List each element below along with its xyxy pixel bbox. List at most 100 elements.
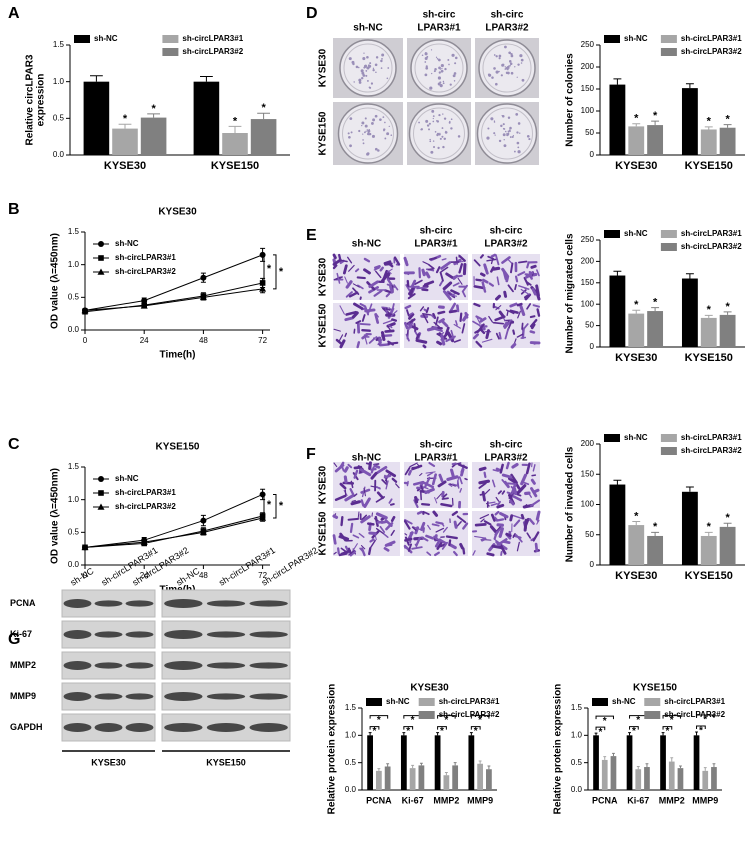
y-tick-label: 250 bbox=[581, 40, 595, 49]
colony bbox=[500, 74, 503, 77]
colony bbox=[487, 73, 491, 76]
colony bbox=[494, 134, 496, 136]
cell bbox=[383, 260, 392, 265]
significance-label: * bbox=[151, 103, 156, 115]
cell bbox=[374, 313, 380, 324]
cell bbox=[439, 280, 444, 287]
cell bbox=[432, 510, 439, 517]
cell bbox=[339, 482, 347, 490]
error-bar bbox=[444, 772, 448, 776]
significance-label: * bbox=[233, 115, 238, 127]
cell bbox=[437, 480, 447, 488]
bar bbox=[702, 770, 709, 790]
cell bbox=[381, 306, 388, 309]
colony bbox=[369, 62, 372, 65]
significance-label: * bbox=[440, 726, 444, 737]
y-tick-label: 1.0 bbox=[68, 495, 80, 504]
series-line bbox=[84, 515, 263, 548]
colony bbox=[358, 81, 362, 84]
bar bbox=[681, 491, 698, 565]
error-bar bbox=[478, 760, 482, 764]
bar bbox=[719, 127, 736, 155]
cell bbox=[359, 468, 372, 477]
column-label: sh-NC bbox=[353, 23, 382, 34]
cell bbox=[495, 294, 502, 301]
cell bbox=[494, 254, 500, 266]
colony bbox=[486, 136, 490, 140]
significance-label: * bbox=[670, 715, 674, 726]
x-tick-label: PCNA bbox=[366, 795, 392, 805]
legend-label: sh-NC bbox=[624, 34, 648, 43]
colony bbox=[508, 129, 511, 132]
significance-bracket bbox=[470, 726, 481, 730]
bar bbox=[601, 759, 608, 790]
error-bar bbox=[257, 112, 270, 120]
cell bbox=[498, 331, 502, 340]
x-tick-label: 0 bbox=[83, 336, 88, 345]
cell bbox=[333, 328, 341, 332]
cell bbox=[496, 276, 500, 286]
bar bbox=[628, 126, 645, 155]
colony bbox=[506, 66, 510, 69]
colony bbox=[437, 146, 440, 150]
legend-label: sh-NC bbox=[115, 239, 139, 248]
cell bbox=[525, 462, 531, 475]
legend-label: sh-circLPAR3#2 bbox=[115, 502, 176, 511]
colony bbox=[442, 145, 445, 149]
cell bbox=[338, 534, 350, 541]
significance-label: * bbox=[725, 114, 730, 126]
series-line bbox=[84, 282, 263, 313]
cell bbox=[475, 278, 483, 282]
colony bbox=[363, 131, 366, 134]
colony bbox=[348, 135, 351, 139]
blot-band bbox=[249, 723, 288, 732]
legend-label: sh-circLPAR3#1 bbox=[681, 34, 742, 43]
colony bbox=[452, 74, 456, 78]
bar bbox=[140, 117, 167, 155]
cell bbox=[411, 466, 420, 469]
cell bbox=[513, 519, 521, 527]
data-point bbox=[200, 517, 207, 524]
colony bbox=[363, 52, 365, 54]
bar bbox=[593, 735, 599, 790]
cell bbox=[512, 533, 516, 539]
significance-label: * bbox=[478, 715, 482, 726]
colony bbox=[372, 69, 375, 72]
blot-band bbox=[125, 723, 154, 732]
colony bbox=[432, 117, 434, 120]
significance-label: * bbox=[665, 726, 669, 737]
cell bbox=[441, 522, 445, 527]
cell bbox=[391, 477, 398, 483]
cell bbox=[360, 547, 366, 557]
cell bbox=[505, 461, 510, 470]
cell bbox=[404, 304, 412, 310]
cell bbox=[530, 499, 541, 507]
cell bbox=[384, 329, 395, 333]
error-bar bbox=[603, 756, 607, 760]
group-label: KYSE30 bbox=[91, 757, 126, 767]
colony bbox=[437, 76, 442, 80]
colony bbox=[457, 135, 461, 138]
cell bbox=[496, 503, 505, 509]
cell bbox=[352, 287, 360, 295]
cell bbox=[532, 464, 536, 472]
colony bbox=[365, 70, 368, 72]
y-tick-label: 100 bbox=[581, 299, 595, 308]
colony bbox=[425, 65, 428, 68]
significance-label: * bbox=[377, 715, 381, 726]
cell bbox=[433, 321, 441, 328]
colony bbox=[436, 132, 440, 136]
cell bbox=[375, 270, 382, 279]
colony bbox=[507, 133, 510, 136]
cell bbox=[345, 291, 353, 298]
cell bbox=[374, 265, 381, 270]
error-bar bbox=[636, 765, 640, 770]
significance-label: * bbox=[703, 715, 707, 726]
cell bbox=[407, 543, 413, 552]
cell bbox=[427, 267, 435, 271]
cell bbox=[501, 490, 506, 495]
cell bbox=[415, 333, 420, 340]
cell bbox=[357, 511, 360, 519]
cell bbox=[434, 497, 438, 504]
protein-label: GAPDH bbox=[10, 722, 43, 732]
